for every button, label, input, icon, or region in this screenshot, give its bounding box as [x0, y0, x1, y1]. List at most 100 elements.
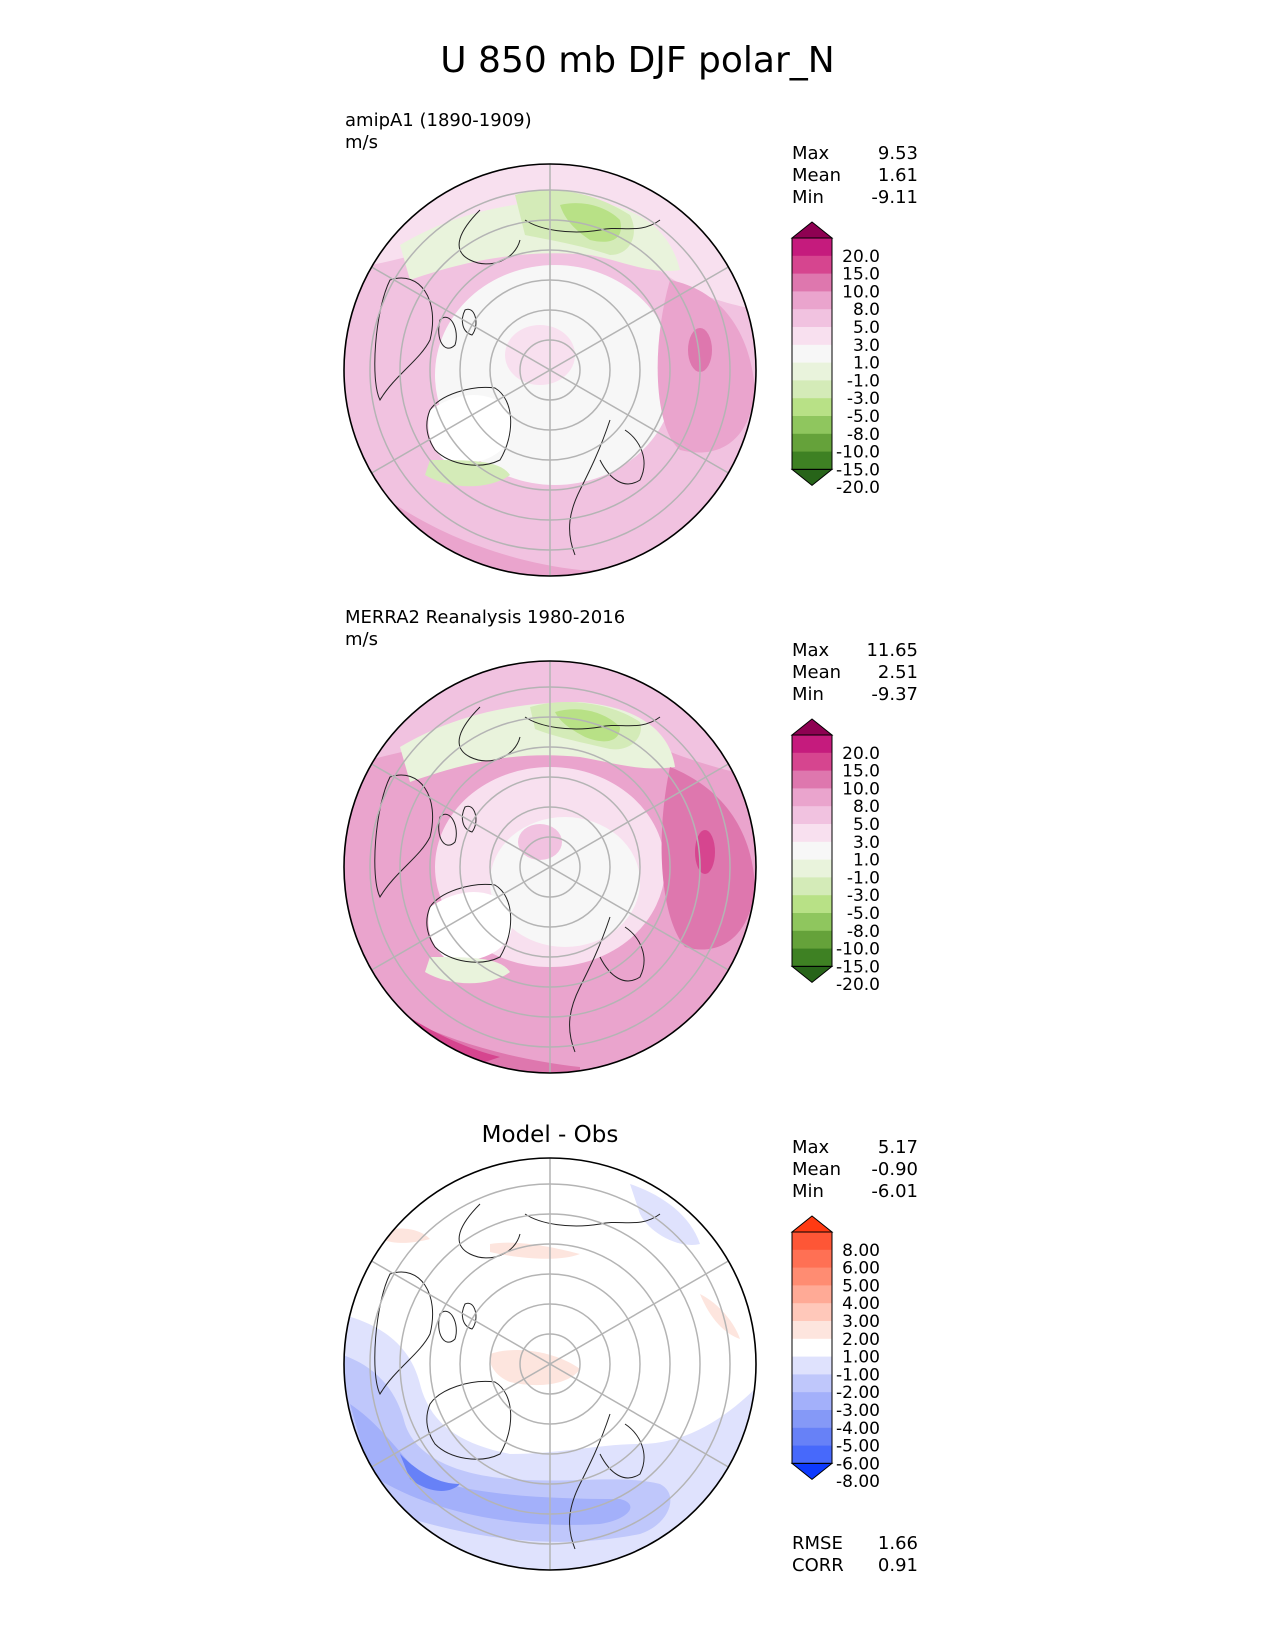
colorbar-labels: 8.006.005.004.003.002.001.00-1.00-2.00-3… — [836, 1241, 880, 1492]
panel-2-polar-map — [343, 660, 757, 1074]
stat-label: Max — [792, 1137, 830, 1158]
coastline — [458, 706, 661, 762]
colorbar-swatch — [792, 841, 832, 861]
colorbar-tick-label: 3.0 — [853, 336, 880, 356]
colorbar-swatch — [792, 859, 832, 878]
colorbar-tick-label: 10.0 — [842, 779, 880, 799]
coastline — [458, 209, 661, 265]
colorbar-swatch — [792, 398, 832, 417]
stat-value: -0.90 — [871, 1159, 918, 1180]
stat-value: 1.66 — [877, 1533, 918, 1554]
colorbar-tick-label: 1.0 — [853, 851, 880, 871]
field-fill — [344, 164, 756, 310]
field-fill — [630, 1184, 700, 1245]
colorbar-swatch — [792, 344, 832, 364]
colorbar-tick-label: -20.0 — [836, 975, 880, 995]
stat-value: 0.91 — [877, 1555, 918, 1576]
colorbar-tick-label: 8.0 — [853, 300, 880, 320]
colorbar-tick-label: -1.0 — [847, 868, 880, 888]
colorbar-swatches — [790, 1215, 834, 1481]
colorbar-tick-label: -3.0 — [847, 389, 880, 409]
coastline — [426, 883, 512, 963]
colorbar-tick-label: -8.00 — [836, 1472, 880, 1492]
field-fill — [560, 203, 621, 242]
colorbar-swatch — [792, 788, 832, 807]
stat-label: Min — [792, 684, 824, 705]
colorbar-tick-label: -8.0 — [847, 922, 880, 942]
colorbar-swatch — [792, 930, 832, 950]
colorbar-labels: 20.015.010.08.05.03.01.0-1.0-3.0-5.0-8.0… — [836, 744, 880, 995]
panel-1-colorbar: 20.015.010.08.05.03.01.0-1.0-3.0-5.0-8.0… — [790, 221, 880, 498]
panel-3-polar-map — [343, 1157, 757, 1571]
field-fill — [489, 1349, 580, 1386]
colorbar-swatch — [792, 451, 832, 470]
stat-value: -9.11 — [871, 187, 918, 208]
panel-3-stats: Max 5.17 Mean -0.90 Min -6.01 — [792, 1137, 918, 1203]
colorbar-extend-min — [790, 1462, 834, 1481]
panel-1-title: amipA1 (1890-1909) — [345, 110, 532, 131]
coastline — [426, 1380, 512, 1460]
colorbar-tick-label: 2.00 — [842, 1330, 880, 1350]
colorbar-swatch — [792, 1410, 832, 1429]
panel-3-colorbar: 8.006.005.004.003.002.001.00-1.00-2.00-3… — [790, 1215, 880, 1492]
colorbar-swatch — [792, 770, 832, 789]
graticule — [369, 164, 731, 576]
panel-1-polar-map — [343, 163, 757, 577]
colorbar-extend-min — [790, 965, 834, 984]
colorbar-tick-label: 5.0 — [853, 815, 880, 835]
colorbar-tick-label: -15.0 — [836, 460, 880, 480]
colorbar-labels: 20.015.010.08.05.03.01.0-1.0-3.0-5.0-8.0… — [836, 247, 880, 498]
panel-3-extra-stats: RMSE 1.66 CORR 0.91 — [792, 1533, 918, 1577]
colorbar-swatch — [792, 1303, 832, 1322]
colorbar-tick-label: -20.0 — [836, 478, 880, 498]
stat-label: Max — [792, 640, 830, 661]
stat-label: Mean — [792, 662, 842, 683]
colorbar-swatch — [792, 291, 832, 310]
field-fill — [688, 328, 712, 372]
field-fill — [425, 460, 510, 487]
colorbar-tick-label: 20.0 — [842, 744, 880, 764]
colorbar-tick-label: 1.00 — [842, 1348, 880, 1368]
colorbar-swatch — [792, 273, 832, 292]
stat-label: Max — [792, 143, 830, 164]
colorbar-swatch — [792, 1445, 832, 1464]
stat-value: -9.37 — [871, 684, 918, 705]
colorbar-swatch — [792, 806, 832, 825]
colorbar-swatch — [792, 327, 832, 346]
map-boundary — [343, 163, 757, 577]
colorbar-tick-label: 5.0 — [853, 318, 880, 338]
stat-label: Mean — [792, 165, 842, 186]
stat-label: RMSE — [792, 1533, 843, 1554]
colorbar-tick-label: -1.00 — [836, 1365, 880, 1385]
colorbar-swatch — [792, 1232, 832, 1251]
graticule — [369, 661, 731, 1073]
colorbar-frame — [791, 237, 833, 470]
colorbar-swatch — [792, 309, 832, 328]
colorbar-tick-label: 15.0 — [842, 762, 880, 782]
stat-value: 1.61 — [877, 165, 918, 186]
colorbar-swatches — [790, 718, 834, 984]
colorbar-swatch — [792, 824, 832, 843]
colorbar-tick-label: 1.0 — [853, 354, 880, 374]
colorbar-extend-max — [790, 718, 834, 736]
colorbar-tick-label: 15.0 — [842, 265, 880, 285]
colorbar-swatch — [792, 255, 832, 275]
colorbar-tick-label: -1.0 — [847, 371, 880, 391]
panel-2-stats: Max 11.65 Mean 2.51 Min -9.37 — [792, 640, 918, 706]
colorbar-swatch — [792, 433, 832, 453]
colorbar-tick-label: -5.00 — [836, 1437, 880, 1457]
colorbar-swatch — [792, 913, 832, 932]
colorbar-tick-label: -15.0 — [836, 957, 880, 977]
colorbar-tick-label: -5.0 — [847, 904, 880, 924]
colorbar-tick-label: 6.00 — [842, 1259, 880, 1279]
coastline — [374, 774, 434, 899]
colorbar-tick-label: 8.00 — [842, 1241, 880, 1261]
field-fill — [490, 1242, 580, 1259]
colorbar-swatch — [792, 1374, 832, 1393]
field-fill — [425, 957, 510, 984]
coastline — [374, 277, 434, 402]
colorbar-tick-label: -3.00 — [836, 1401, 880, 1421]
figure-title: U 850 mb DJF polar_N — [440, 40, 835, 81]
coastline — [374, 1271, 434, 1396]
coastline — [426, 386, 512, 466]
